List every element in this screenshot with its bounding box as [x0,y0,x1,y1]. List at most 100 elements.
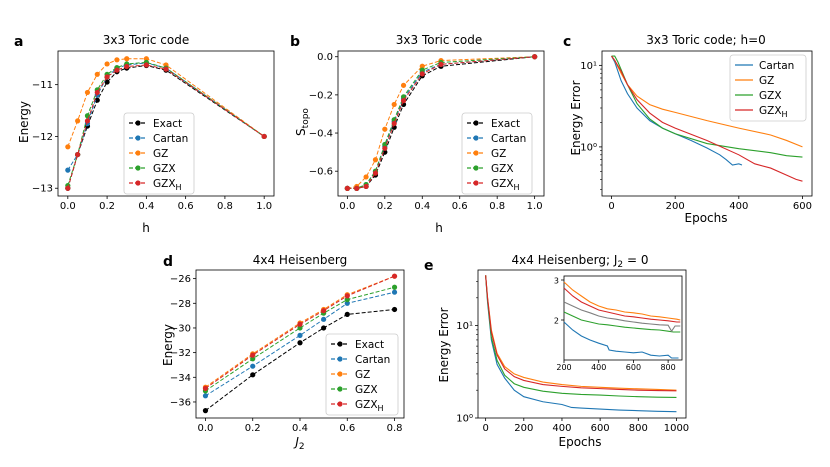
panel-c-legend-label: GZ [759,75,774,87]
panel-d-ytick-label: −26 [170,274,191,285]
panel-a-point-gz [124,56,130,62]
panel-a-legend-label-sub: H [176,183,182,192]
panel-a-legend-label: GZ [153,148,168,160]
panel-e-xtick-label: 800 [629,423,648,434]
panel-c-xtick-label: 400 [729,201,748,212]
panel-b-legend-label: GZ [491,148,506,160]
panel-e-inset-xtick-label: 400 [591,363,606,372]
panel-a-legend-label: Cartan [153,133,188,145]
panel-b-point-gzx_h [391,120,397,127]
panel-e-inset-series-cartan [563,321,679,359]
panel-a-xlabel: h [142,221,150,235]
panel-c-series-cartan [611,55,743,166]
panel-b-legend-label-text: GZ [491,148,506,160]
panel-e-inset-frame [563,275,683,361]
panel-e-title-suffix: = 0 [623,253,648,267]
panel-d-legend-marker [337,371,343,377]
panel-b-point-gz [363,174,369,180]
panel-b-title: 3x3 Toric code [396,33,482,47]
panel-d-point-cartan [344,300,350,306]
panel-e-ytick-label: 10⁰ [456,414,473,425]
panel-d-legend-label-text: Exact [355,339,384,351]
panel-b: b 3x3 Toric code h Stopo 0.0 0.2 0.4 0.6 0.8… [290,33,545,235]
panel-a-point-gzx_h [261,133,267,140]
panel-b-legend-label: GZXH [491,178,520,192]
panel-d-xtick-label: 0.8 [387,423,403,434]
panel-a-point-gzx_h [84,118,91,124]
panel-a-point-gzx_h [163,66,169,72]
panel-e-series-gzx [485,275,677,398]
panel-d-legend-label-text: GZ [355,369,370,381]
panel-b-point-gz [400,82,407,88]
panel-a-ytick-label: −11 [32,80,53,91]
panel-b-ytick-label: −0.4 [309,129,333,140]
panel-d-xtick-label: 0.2 [245,423,261,434]
panel-b-plot: 0.0 0.2 0.4 0.6 0.8 1.0 −0.6 −0.4 −0.2 0.0 Exact Ca… [309,52,543,212]
panel-e-xtick-label: 600 [591,423,610,434]
panel-d-xtick-label: 0.0 [198,423,214,434]
panel-d: d 4x4 Heisenberg J2 Energy 0.0 0.2 0.4 0.6 0… [161,253,405,452]
panel-a-series-gzx [67,61,265,186]
panel-b-legend-label: Exact [491,118,520,130]
panel-b-point-gzx_h [372,170,379,176]
panel-b-xtick-label: 0.6 [452,201,468,212]
panel-c-legend-label-text: GZX [759,105,782,117]
panel-d-ytick-label: −34 [170,373,191,384]
panel-a-xtick-label: 0.4 [138,201,154,212]
panel-b-point-gzx_h [532,54,538,60]
panel-c-legend-label-text: GZX [759,90,782,102]
panel-d-ylabel: Energy [161,324,175,366]
panel-b-point-gz [419,63,425,69]
panel-a-legend-label: Exact [153,118,182,130]
panel-b-ylabel-sub: topo [301,108,311,129]
panel-a-legend-label: GZX [153,163,176,175]
panel-e-frame [477,269,687,419]
panel-e-inset-ytick-label: 2 [554,317,559,326]
panel-d-legend-label: Exact [355,339,384,351]
panel-c-legend [729,54,807,122]
panel-d-legend-marker [337,356,343,362]
panel-c-letter: c [563,34,571,50]
panel-d-point-gzx [297,325,303,331]
panel-a-point-gz [143,56,149,62]
panel-b-ytick-label: 0.0 [317,52,333,63]
panel-e-inset-series-gzx [563,311,681,333]
panel-a-point-exact [104,79,110,85]
panel-d-point-cartan [391,289,398,295]
panel-a-legend-marker [135,135,141,141]
panel-d-point-gzx_h [297,321,303,327]
panel-b-xtick-label: 0.4 [414,201,430,212]
panel-e-ylabel: Energy Error [437,307,451,382]
panel-a-point-exact [94,97,100,103]
panel-d-series-cartan [205,291,395,397]
panel-d-point-cartan [321,316,327,322]
panel-a-point-gz [84,89,91,96]
panel-b-point-gzx_h [382,145,388,151]
panel-a-point-gz [94,71,100,77]
panel-a-plot: 0.0 0.2 0.4 0.6 0.8 1.0 −13 −12 −11 Exact Cartan GZ… [32,56,272,212]
panel-b-point-gzx_h [344,185,350,191]
panel-b-point-gzx_h [354,185,360,191]
panel-e-title: 4x4 Heisenberg; J2 = 0 [512,253,649,270]
panel-b-ylabel: Stopo [294,108,311,136]
panel-d-letter: d [163,254,173,270]
panel-a-legend-marker [135,165,141,171]
panel-b-series-gzx_h [347,56,535,189]
panel-e-xtick-label: 1000 [664,423,689,434]
panel-c-legend-label-text: GZ [759,75,774,87]
panel-d-point-cartan [297,332,303,338]
panel-a-point-gzx_h [75,151,81,158]
panel-a-frame [57,50,275,197]
panel-b-point-gzx_h [419,71,425,77]
panel-a-xtick-label: 0.8 [217,201,233,212]
panel-b-xtick-label: 0.2 [377,201,393,212]
panel-d-legend-label: GZ [355,369,370,381]
panel-d-point-gzx [344,297,350,303]
panel-e-inset-ytick-label: 3 [554,277,559,286]
panel-d-point-exact [250,372,256,378]
panel-e-ytick-label: 10¹ [456,321,473,332]
panel-a-legend-label-text: GZX [153,178,176,190]
panel-c-ytick-label: 10⁰ [580,142,597,153]
